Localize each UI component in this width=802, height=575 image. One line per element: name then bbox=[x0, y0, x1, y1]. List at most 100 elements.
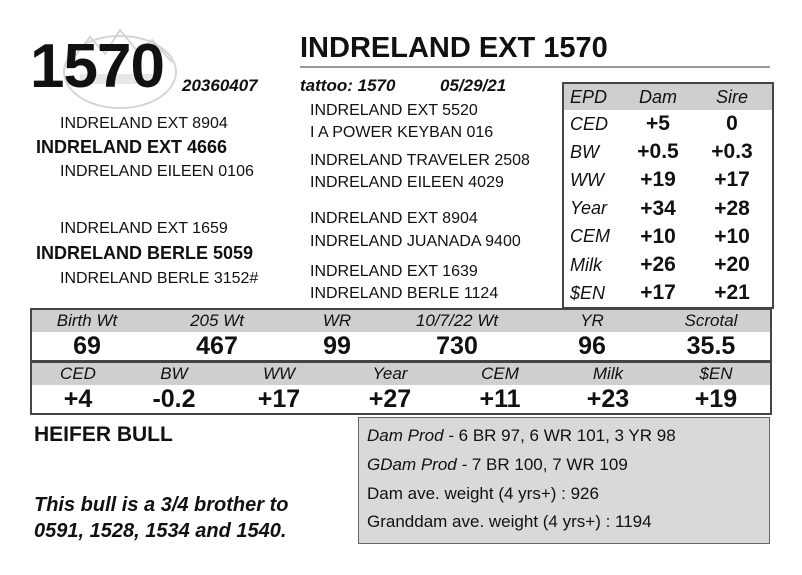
calf-epd-value: -0.2 bbox=[152, 384, 196, 413]
ranch-logo-watermark bbox=[63, 28, 177, 109]
epd-header-dam: Dam bbox=[638, 86, 677, 107]
parent-epd-table: EPD Dam Sire CED +5 0 BW +0.5 +0.3 WW +1… bbox=[562, 82, 774, 310]
pedigree-ds-dam: INDRELAND JUANADA 9400 bbox=[310, 233, 521, 250]
performance-label: 10/7/22 Wt bbox=[415, 311, 499, 330]
note-line-1: This bull is a 3/4 brother to bbox=[34, 494, 289, 516]
calf-epd-label: BW bbox=[160, 364, 188, 383]
performance-values: 69 467 99 730 96 35.5 bbox=[32, 332, 770, 360]
epd-sire-value: +10 bbox=[714, 224, 750, 248]
animal-name: INDRELAND EXT 1570 bbox=[300, 32, 608, 64]
tattoo: tattoo: 1570 bbox=[300, 76, 395, 96]
epd-row: $EN +17 +21 bbox=[564, 279, 772, 307]
performance-labels: Birth Wt 205 Wt WR 10/7/22 Wt YR Scrotal bbox=[32, 310, 770, 332]
pedigree-sire-dam: INDRELAND EILEEN 0106 bbox=[60, 163, 254, 180]
epd-dam-value: +26 bbox=[640, 253, 676, 277]
pedigree-dam: INDRELAND BERLE 5059 bbox=[36, 243, 254, 263]
epd-row: CED +5 0 bbox=[564, 110, 772, 138]
epd-header-sire: Sire bbox=[715, 86, 748, 107]
epd-sire-value: +20 bbox=[714, 253, 750, 277]
epd-dam-value: +34 bbox=[640, 196, 676, 220]
performance-label: WR bbox=[322, 311, 352, 330]
performance-label: 205 Wt bbox=[190, 311, 244, 330]
epd-sire-value: 0 bbox=[726, 112, 738, 136]
performance-label: YR bbox=[580, 311, 604, 330]
calf-epd-labels: CED BW WW Year CEM Milk $EN bbox=[32, 363, 770, 385]
calf-epd-value: +23 bbox=[586, 384, 630, 413]
epd-trait: CEM bbox=[570, 226, 610, 247]
registration-number: 20360407 bbox=[182, 76, 258, 95]
calf-epd-value: +19 bbox=[694, 384, 738, 413]
production-box: Dam Prod - 6 BR 97, 6 WR 101, 3 YR 98 GD… bbox=[358, 417, 770, 544]
epd-sire-value: +21 bbox=[714, 281, 750, 305]
epd-trait: $EN bbox=[570, 282, 606, 303]
epd-row: CEM +10 +10 bbox=[564, 223, 772, 251]
calf-epd-values: +4 -0.2 +17 +27 +11 +23 +19 bbox=[32, 385, 770, 413]
epd-row: Year +34 +28 bbox=[564, 195, 772, 223]
weaning-ratio-value: 99 bbox=[323, 331, 351, 360]
performance-label: Birth Wt bbox=[56, 311, 118, 330]
epd-trait: WW bbox=[570, 169, 604, 190]
dam-average-weight: Dam ave. weight (4 yrs+) : 926 bbox=[367, 484, 599, 503]
calf-epd-value: +27 bbox=[368, 384, 412, 413]
pedigree-sire-sire: INDRELAND EXT 8904 bbox=[60, 115, 228, 132]
epd-table-header: EPD Dam Sire bbox=[564, 84, 772, 110]
epd-trait: Year bbox=[570, 198, 608, 219]
header-divider bbox=[300, 66, 770, 68]
epd-trait: Milk bbox=[570, 254, 602, 275]
tattoo-label: tattoo: bbox=[300, 76, 353, 95]
epd-sire-value: +17 bbox=[714, 168, 750, 192]
gdam-production: GDam Prod - 7 BR 100, 7 WR 109 bbox=[367, 455, 628, 475]
birth-weight-value: 69 bbox=[73, 331, 101, 360]
calf-epd-band: CED BW WW Year CEM Milk $EN +4 -0.2 +17 … bbox=[30, 361, 772, 415]
dam-prod-value: 6 BR 97, 6 WR 101, 3 YR 98 bbox=[453, 426, 676, 445]
note-line-2: 0591, 1528, 1534 and 1540. bbox=[34, 520, 287, 542]
weaning-weight-value: 467 bbox=[196, 331, 238, 360]
epd-row: Milk +26 +20 bbox=[564, 251, 772, 279]
dam-production: Dam Prod - 6 BR 97, 6 WR 101, 3 YR 98 bbox=[367, 426, 676, 446]
calf-epd-label: WW bbox=[262, 364, 296, 383]
epd-sire-value: +0.3 bbox=[711, 140, 753, 164]
pedigree-sd-sire: INDRELAND TRAVELER 2508 bbox=[310, 152, 530, 169]
gdam-prod-label: GDam Prod - bbox=[367, 455, 468, 474]
pedigree-ss-dam: I A POWER KEYBAN 016 bbox=[310, 124, 494, 141]
epd-trait: BW bbox=[570, 141, 599, 162]
scrotal-value: 35.5 bbox=[686, 331, 736, 360]
pedigree-sire: INDRELAND EXT 4666 bbox=[36, 137, 228, 157]
granddam-average-weight: Granddam ave. weight (4 yrs+) : 1194 bbox=[367, 512, 652, 531]
performance-data-band: Birth Wt 205 Wt WR 10/7/22 Wt YR Scrotal… bbox=[30, 308, 772, 362]
calf-epd-value: +4 bbox=[63, 384, 93, 413]
pedigree-sd-dam: INDRELAND EILEEN 4029 bbox=[310, 174, 504, 191]
tattoo-value: 1570 bbox=[357, 76, 396, 95]
epd-dam-value: +19 bbox=[640, 168, 676, 192]
pedigree-dam-sire: INDRELAND EXT 1659 bbox=[60, 220, 228, 237]
epd-dam-value: +10 bbox=[640, 224, 676, 248]
calf-epd-label: $EN bbox=[699, 364, 733, 383]
calf-epd-label: CEM bbox=[481, 364, 519, 383]
calf-epd-label: Year bbox=[372, 364, 408, 383]
calf-epd-value: +11 bbox=[479, 384, 521, 413]
gdam-prod-value: 7 BR 100, 7 WR 109 bbox=[467, 455, 628, 474]
yearling-ratio-value: 96 bbox=[578, 331, 606, 360]
lot-number: 1570 bbox=[30, 32, 165, 101]
calf-epd-label: CED bbox=[60, 364, 96, 383]
epd-dam-value: +0.5 bbox=[637, 140, 679, 164]
epd-dam-value: +17 bbox=[640, 281, 676, 305]
epd-header-epd: EPD bbox=[570, 86, 608, 107]
heifer-bull-label: HEIFER BULL bbox=[34, 423, 173, 446]
pedigree-dam-dam: INDRELAND BERLE 3152# bbox=[60, 270, 259, 287]
calf-epd-label: Milk bbox=[592, 364, 624, 383]
epd-trait: CED bbox=[570, 113, 609, 134]
dam-prod-label: Dam Prod - bbox=[367, 426, 454, 445]
epd-sire-value: +28 bbox=[714, 196, 750, 220]
yearling-weight-value: 730 bbox=[436, 331, 478, 360]
pedigree-dd-dam: INDRELAND BERLE 1124 bbox=[310, 285, 499, 302]
birth-date: 05/29/21 bbox=[440, 76, 507, 95]
pedigree-ss-sire: INDRELAND EXT 5520 bbox=[310, 102, 478, 119]
performance-label: Scrotal bbox=[684, 311, 738, 330]
epd-dam-value: +5 bbox=[646, 112, 670, 136]
pedigree-ds-sire: INDRELAND EXT 8904 bbox=[310, 210, 478, 227]
epd-row: BW +0.5 +0.3 bbox=[564, 138, 772, 166]
pedigree-dd-sire: INDRELAND EXT 1639 bbox=[310, 263, 478, 280]
epd-row: WW +19 +17 bbox=[564, 166, 772, 194]
calf-epd-value: +17 bbox=[257, 384, 301, 413]
